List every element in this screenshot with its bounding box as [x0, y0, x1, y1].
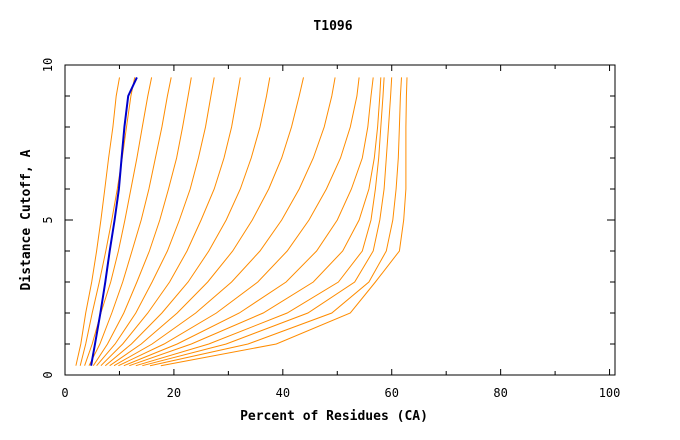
model-series-line-7	[100, 77, 241, 367]
y-axis-label: Distance Cutoff, A	[19, 149, 34, 290]
model-series-line-15	[142, 77, 393, 367]
x-axis-label: Percent of Residues (CA)	[240, 409, 428, 424]
model-series-line-5	[92, 77, 192, 366]
plot-area	[75, 76, 408, 367]
y-tick-label-0: 0	[41, 371, 55, 378]
model-series-line-17	[160, 77, 408, 367]
x-tick-label-60: 60	[385, 386, 399, 400]
y-tick-label-5: 5	[41, 216, 55, 223]
model-series-line-10	[113, 77, 336, 367]
model-series-line-3	[84, 77, 153, 366]
highlight-series-line	[90, 76, 138, 366]
model-series-line-12	[123, 77, 374, 367]
model-series-line-9	[109, 77, 304, 367]
x-tick-label-100: 100	[599, 386, 621, 400]
plot-border	[64, 64, 616, 376]
chart-title: T1096	[313, 19, 352, 34]
model-series-line-16	[149, 77, 402, 367]
plot-frame	[64, 64, 616, 376]
model-series-line-2	[79, 77, 136, 366]
model-series-line-8	[104, 77, 271, 367]
x-tick-label-40: 40	[276, 386, 290, 400]
model-series-line-1	[75, 77, 120, 366]
model-series-line-4	[88, 77, 172, 366]
model-series-line-6	[96, 77, 215, 367]
model-series-line-11	[118, 77, 360, 367]
y-tick-label-10: 10	[41, 58, 55, 72]
axis-ticks: 0 20 40 60 80 100 0 5 10	[41, 58, 620, 400]
x-tick-label-20: 20	[167, 386, 181, 400]
x-tick-label-0: 0	[61, 386, 68, 400]
model-series-line-14	[135, 77, 385, 367]
x-tick-label-80: 80	[493, 386, 507, 400]
model-series-line-13	[129, 77, 382, 367]
